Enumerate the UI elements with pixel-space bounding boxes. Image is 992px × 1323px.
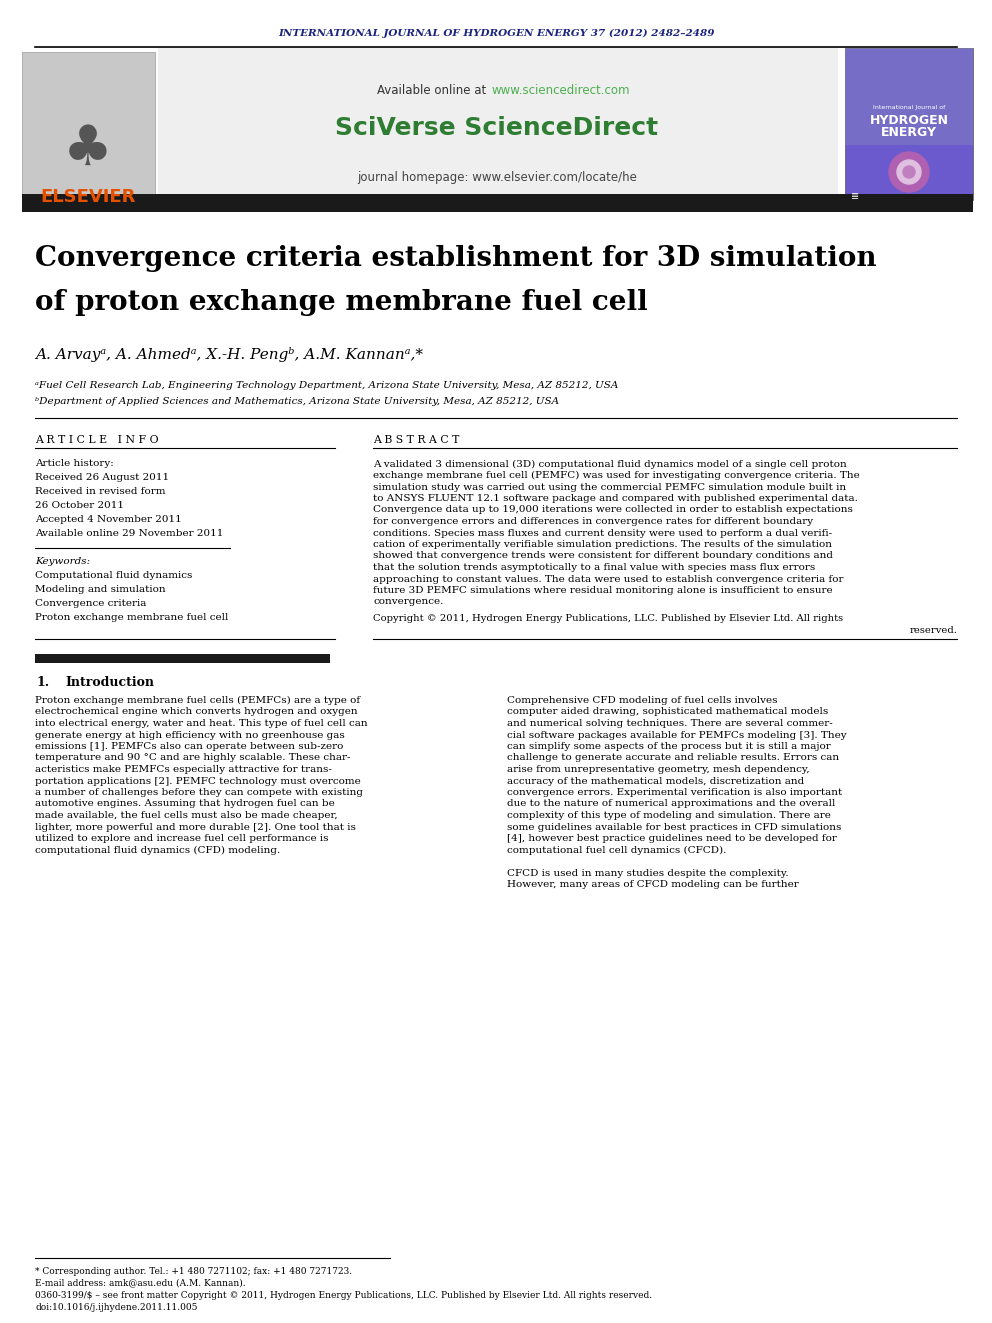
Text: Comprehensive CFD modeling of fuel cells involves: Comprehensive CFD modeling of fuel cells…: [507, 696, 778, 705]
Text: journal homepage: www.elsevier.com/locate/he: journal homepage: www.elsevier.com/locat…: [357, 172, 637, 184]
Text: can simplify some aspects of the process but it is still a major: can simplify some aspects of the process…: [507, 742, 830, 751]
Text: [4], however best practice guidelines need to be developed for: [4], however best practice guidelines ne…: [507, 833, 837, 843]
Text: complexity of this type of modeling and simulation. There are: complexity of this type of modeling and …: [507, 811, 831, 820]
Text: utilized to explore and increase fuel cell performance is: utilized to explore and increase fuel ce…: [35, 833, 328, 843]
Text: HYDROGEN: HYDROGEN: [870, 114, 948, 127]
Text: 0360-3199/$ – see front matter Copyright © 2011, Hydrogen Energy Publications, L: 0360-3199/$ – see front matter Copyright…: [35, 1290, 652, 1299]
Text: computational fuel cell dynamics (CFCD).: computational fuel cell dynamics (CFCD).: [507, 845, 726, 855]
Text: emissions [1]. PEMFCs also can operate between sub-zero: emissions [1]. PEMFCs also can operate b…: [35, 742, 343, 751]
Text: INTERNATIONAL JOURNAL OF HYDROGEN ENERGY 37 (2012) 2482–2489: INTERNATIONAL JOURNAL OF HYDROGEN ENERGY…: [278, 28, 714, 37]
Circle shape: [903, 165, 915, 179]
Text: that the solution trends asymptotically to a final value with species mass flux : that the solution trends asymptotically …: [373, 564, 815, 572]
Text: ENERGY: ENERGY: [881, 127, 937, 139]
Text: doi:10.1016/j.ijhydene.2011.11.005: doi:10.1016/j.ijhydene.2011.11.005: [35, 1303, 197, 1311]
Text: future 3D PEMFC simulations where residual monitoring alone is insufficient to e: future 3D PEMFC simulations where residu…: [373, 586, 832, 595]
FancyBboxPatch shape: [158, 48, 838, 200]
Text: A B S T R A C T: A B S T R A C T: [373, 435, 459, 445]
Text: some guidelines available for best practices in CFD simulations: some guidelines available for best pract…: [507, 823, 841, 831]
Text: Introduction: Introduction: [65, 676, 154, 689]
Text: convergence errors. Experimental verification is also important: convergence errors. Experimental verific…: [507, 789, 842, 796]
Text: generate energy at high efficiency with no greenhouse gas: generate energy at high efficiency with …: [35, 730, 345, 740]
FancyBboxPatch shape: [22, 52, 155, 200]
Text: electrochemical engine which converts hydrogen and oxygen: electrochemical engine which converts hy…: [35, 708, 358, 717]
Text: ELSEVIER: ELSEVIER: [41, 188, 136, 206]
Text: temperature and 90 °C and are highly scalable. These char-: temperature and 90 °C and are highly sca…: [35, 754, 350, 762]
Text: showed that convergence trends were consistent for different boundary conditions: showed that convergence trends were cons…: [373, 552, 833, 561]
Text: 1.: 1.: [37, 676, 51, 689]
Text: convergence.: convergence.: [373, 598, 443, 606]
Text: Article history:: Article history:: [35, 459, 114, 468]
Text: ♣: ♣: [63, 123, 113, 177]
Text: reserved.: reserved.: [909, 626, 957, 635]
Text: computational fluid dynamics (CFD) modeling.: computational fluid dynamics (CFD) model…: [35, 845, 281, 855]
FancyBboxPatch shape: [35, 654, 330, 663]
Text: Available online at: Available online at: [377, 83, 490, 97]
Text: approaching to constant values. The data were used to establish convergence crit: approaching to constant values. The data…: [373, 574, 843, 583]
Text: E-mail address: amk@asu.edu (A.M. Kannan).: E-mail address: amk@asu.edu (A.M. Kannan…: [35, 1278, 246, 1287]
Text: Proton exchange membrane fuel cells (PEMFCs) are a type of: Proton exchange membrane fuel cells (PEM…: [35, 696, 360, 705]
Text: and numerical solving techniques. There are several commer-: and numerical solving techniques. There …: [507, 718, 832, 728]
Text: Convergence criteria establishment for 3D simulation: Convergence criteria establishment for 3…: [35, 245, 877, 271]
Text: of proton exchange membrane fuel cell: of proton exchange membrane fuel cell: [35, 290, 648, 316]
Text: arise from unrepresentative geometry, mesh dependency,: arise from unrepresentative geometry, me…: [507, 765, 809, 774]
Text: Proton exchange membrane fuel cell: Proton exchange membrane fuel cell: [35, 614, 228, 623]
Text: CFCD is used in many studies despite the complexity.: CFCD is used in many studies despite the…: [507, 868, 789, 877]
Text: exchange membrane fuel cell (PEMFC) was used for investigating convergence crite: exchange membrane fuel cell (PEMFC) was …: [373, 471, 860, 480]
Text: simulation study was carried out using the commercial PEMFC simulation module bu: simulation study was carried out using t…: [373, 483, 846, 492]
Text: for convergence errors and differences in convergence rates for different bounda: for convergence errors and differences i…: [373, 517, 813, 527]
Text: Keywords:: Keywords:: [35, 557, 90, 566]
Text: to ANSYS FLUENT 12.1 software package and compared with published experimental d: to ANSYS FLUENT 12.1 software package an…: [373, 493, 858, 503]
FancyBboxPatch shape: [845, 48, 973, 146]
Text: Convergence data up to 19,000 iterations were collected in order to establish ex: Convergence data up to 19,000 iterations…: [373, 505, 853, 515]
Text: However, many areas of CFCD modeling can be further: However, many areas of CFCD modeling can…: [507, 880, 799, 889]
Text: cation of experimentally verifiable simulation predictions. The results of the s: cation of experimentally verifiable simu…: [373, 540, 832, 549]
Text: Received 26 August 2011: Received 26 August 2011: [35, 474, 169, 483]
Text: A validated 3 dimensional (3D) computational fluid dynamics model of a single ce: A validated 3 dimensional (3D) computati…: [373, 459, 847, 468]
Text: conditions. Species mass fluxes and current density were used to perform a dual : conditions. Species mass fluxes and curr…: [373, 528, 832, 537]
Text: * Corresponding author. Tel.: +1 480 7271102; fax: +1 480 7271723.: * Corresponding author. Tel.: +1 480 727…: [35, 1266, 352, 1275]
Text: a number of challenges before they can compete with existing: a number of challenges before they can c…: [35, 789, 363, 796]
Text: Modeling and simulation: Modeling and simulation: [35, 586, 166, 594]
Text: Copyright © 2011, Hydrogen Energy Publications, LLC. Published by Elsevier Ltd. : Copyright © 2011, Hydrogen Energy Public…: [373, 614, 843, 623]
Text: A R T I C L E   I N F O: A R T I C L E I N F O: [35, 435, 159, 445]
Text: computer aided drawing, sophisticated mathematical models: computer aided drawing, sophisticated ma…: [507, 708, 828, 717]
Text: lighter, more powerful and more durable [2]. One tool that is: lighter, more powerful and more durable …: [35, 823, 356, 831]
Text: Received in revised form: Received in revised form: [35, 487, 166, 496]
Text: into electrical energy, water and heat. This type of fuel cell can: into electrical energy, water and heat. …: [35, 718, 368, 728]
Text: Available online 29 November 2011: Available online 29 November 2011: [35, 528, 223, 537]
Circle shape: [897, 160, 921, 184]
Circle shape: [889, 152, 929, 192]
Text: made available, the fuel cells must also be made cheaper,: made available, the fuel cells must also…: [35, 811, 337, 820]
Text: 26 October 2011: 26 October 2011: [35, 500, 124, 509]
Text: portation applications [2]. PEMFC technology must overcome: portation applications [2]. PEMFC techno…: [35, 777, 361, 786]
Text: ᵇDepartment of Applied Sciences and Mathematics, Arizona State University, Mesa,: ᵇDepartment of Applied Sciences and Math…: [35, 397, 559, 406]
Text: accuracy of the mathematical models, discretization and: accuracy of the mathematical models, dis…: [507, 777, 805, 786]
FancyBboxPatch shape: [845, 48, 973, 200]
Text: SciVerse ScienceDirect: SciVerse ScienceDirect: [335, 116, 659, 140]
Text: cial software packages available for PEMFCs modeling [3]. They: cial software packages available for PEM…: [507, 730, 846, 740]
FancyBboxPatch shape: [22, 194, 973, 212]
Text: automotive engines. Assuming that hydrogen fuel can be: automotive engines. Assuming that hydrog…: [35, 799, 334, 808]
Text: ≣: ≣: [851, 191, 859, 201]
Text: due to the nature of numerical approximations and the overall: due to the nature of numerical approxima…: [507, 799, 835, 808]
Text: acteristics make PEMFCs especially attractive for trans-: acteristics make PEMFCs especially attra…: [35, 765, 332, 774]
Text: Computational fluid dynamics: Computational fluid dynamics: [35, 572, 192, 581]
Text: A. Arvayᵃ, A. Ahmedᵃ, X.-H. Pengᵇ, A.M. Kannanᵃ,*: A. Arvayᵃ, A. Ahmedᵃ, X.-H. Pengᵇ, A.M. …: [35, 348, 423, 363]
Text: ᵃFuel Cell Research Lab, Engineering Technology Department, Arizona State Univer: ᵃFuel Cell Research Lab, Engineering Tec…: [35, 381, 618, 389]
Text: Accepted 4 November 2011: Accepted 4 November 2011: [35, 515, 182, 524]
Text: www.sciencedirect.com: www.sciencedirect.com: [492, 83, 631, 97]
Text: Convergence criteria: Convergence criteria: [35, 599, 147, 609]
Text: International Journal of: International Journal of: [873, 106, 945, 111]
Text: challenge to generate accurate and reliable results. Errors can: challenge to generate accurate and relia…: [507, 754, 839, 762]
